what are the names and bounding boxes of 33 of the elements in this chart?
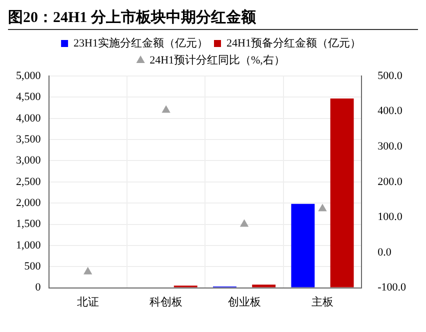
bar [330,98,354,288]
y2-tick-label: 200.0 [378,176,403,188]
point [162,106,170,113]
x-tick-label: 创业板 [228,295,261,308]
y-tick-label: 0 [35,282,42,294]
y-tick-label: 5,000 [16,70,42,82]
y-tick-label: 500 [24,260,42,273]
y2-tick-label: 0.0 [378,246,392,258]
y-tick-label: 4,500 [16,91,42,104]
x-tick-label: 科创板 [150,296,183,308]
y-tick-label: 2,000 [16,196,42,209]
y2-tick-label: -100.0 [378,282,406,294]
y2-tick-label: 400.0 [378,105,403,118]
x-tick-label: 主板 [311,295,334,308]
y2-tick-label: 100.0 [378,211,403,224]
legend-label: 23H1实施分红金额（亿元） [74,36,208,50]
y-tick-label: 1,500 [16,218,42,230]
y-tick-label: 4,000 [16,112,42,124]
y-tick-label: 2,500 [16,176,42,188]
y-tick-label: 3,500 [16,133,42,146]
y-tick-label: 3,000 [16,154,42,167]
bar [252,284,276,288]
legend-label: 24H1预计分红同比（%,右） [150,53,285,66]
point [84,267,92,274]
point [318,204,326,212]
chart-title: 图20：24H1 分上市板块中期分红金额 [8,8,418,30]
bar [291,204,315,288]
y2-tick-label: 300.0 [378,140,403,152]
y-tick-label: 1,000 [16,239,42,252]
x-tick-label: 北证 [76,295,99,308]
legend-label: 24H1预备分红金额（亿元） [226,36,361,50]
point [240,220,248,227]
y2-tick-label: 500.0 [378,70,403,82]
